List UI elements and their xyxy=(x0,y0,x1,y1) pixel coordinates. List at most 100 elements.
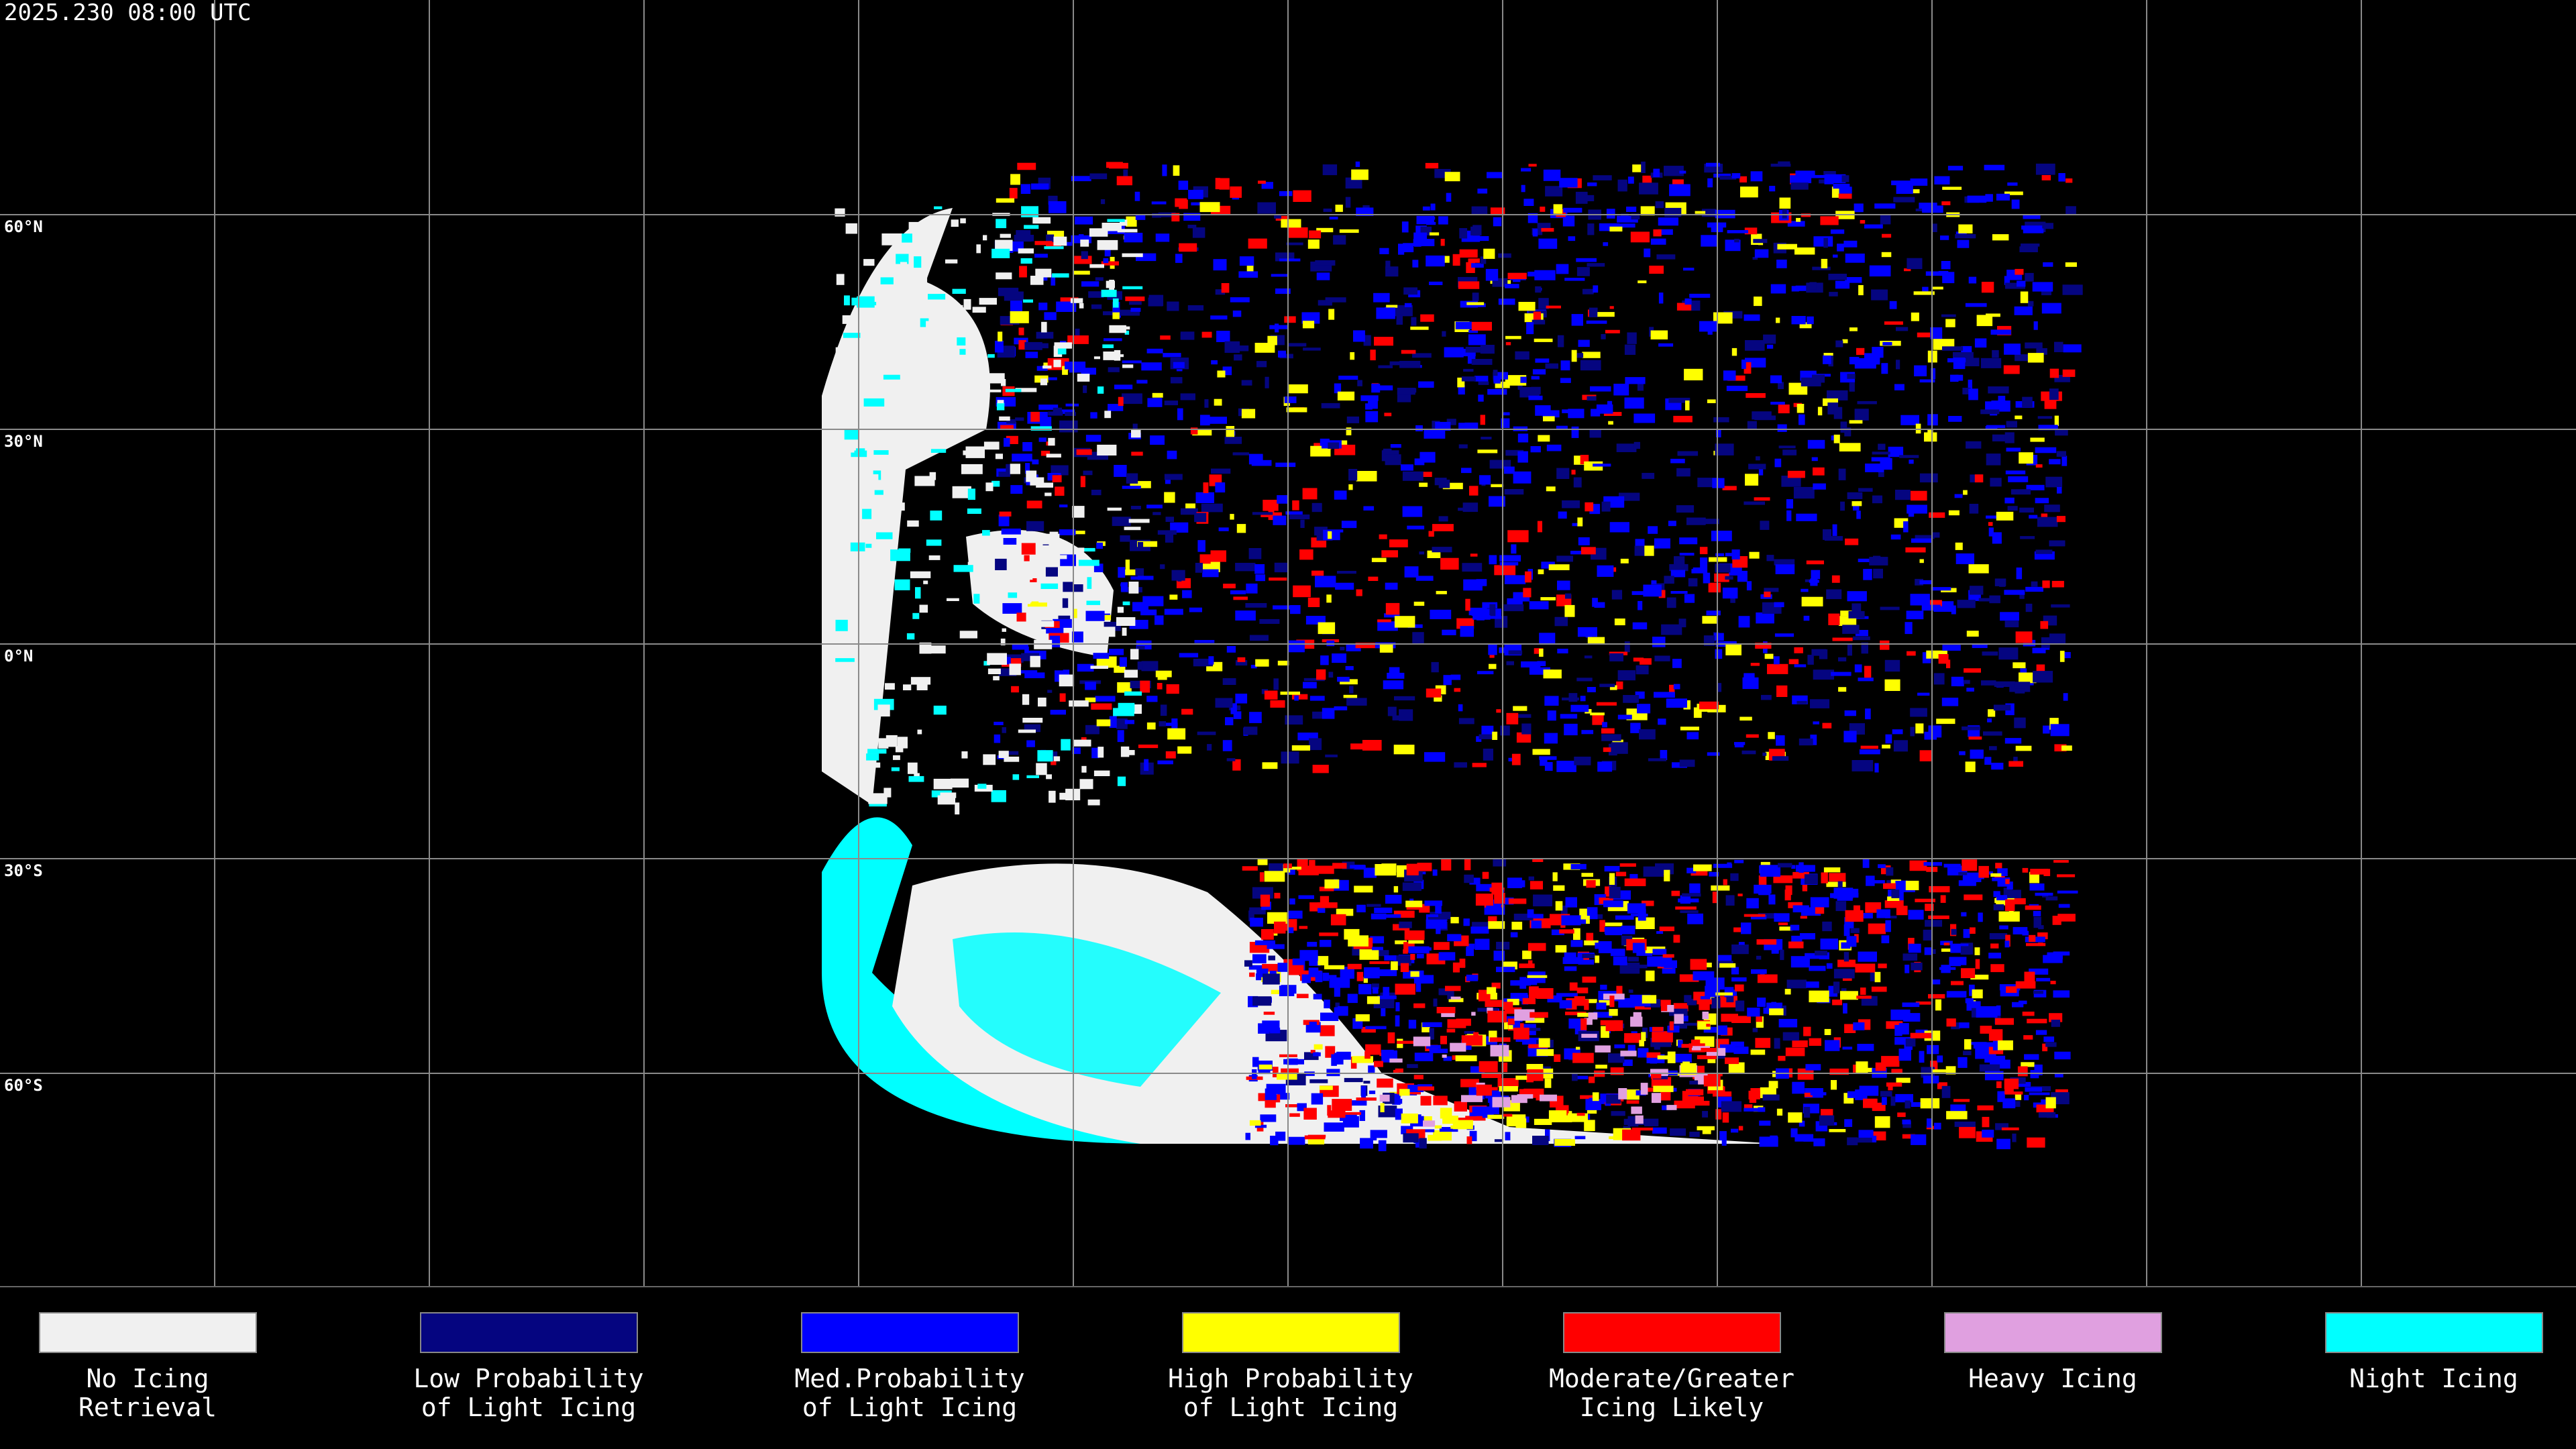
icing-pixel xyxy=(1603,242,1609,246)
icing-pixel xyxy=(1989,746,1997,751)
icing-pixel xyxy=(1995,863,2002,869)
icing-pixel xyxy=(1582,976,1597,983)
icing-pixel xyxy=(1923,862,1942,866)
icing-pixel xyxy=(1599,1000,1615,1006)
icing-pixel xyxy=(1439,1127,1458,1132)
icing-pixel xyxy=(1180,508,1198,515)
icing-pixel xyxy=(1895,1093,1913,1103)
icing-pixel xyxy=(1514,1009,1535,1021)
icing-pixel xyxy=(1492,731,1498,740)
icing-pixel xyxy=(1792,1040,1808,1048)
icing-pixel xyxy=(1905,547,1926,553)
icing-pixel xyxy=(1631,591,1653,595)
icing-pixel xyxy=(1769,186,1776,192)
icing-pixel xyxy=(1966,688,1974,692)
icing-pixel xyxy=(1677,451,1699,456)
icing-pixel xyxy=(1842,339,1848,343)
icing-pixel xyxy=(993,676,1000,681)
icing-pixel xyxy=(1279,258,1301,262)
icing-pixel xyxy=(1222,740,1232,751)
icing-pixel xyxy=(1942,272,1955,284)
icing-pixel xyxy=(1656,254,1676,260)
icing-pixel xyxy=(1424,429,1446,439)
icing-pixel xyxy=(1668,521,1676,527)
icing-pixel xyxy=(1824,536,1843,541)
icing-pixel xyxy=(1847,1091,1861,1098)
icing-pixel xyxy=(2022,930,2029,936)
icing-pixel xyxy=(2063,652,2071,659)
icing-pixel xyxy=(1791,865,1796,869)
icing-pixel xyxy=(1494,565,1516,576)
icing-pixel xyxy=(1408,940,1424,944)
icing-pixel xyxy=(1324,1122,1344,1132)
icing-pixel xyxy=(1086,600,1100,605)
icing-pixel xyxy=(1109,716,1117,728)
icing-pixel xyxy=(1995,1018,2014,1025)
icing-pixel xyxy=(1481,725,1494,735)
icing-pixel xyxy=(1681,1044,1693,1048)
icing-pixel xyxy=(2004,191,2023,195)
icing-pixel xyxy=(2015,354,2035,362)
icing-pixel xyxy=(1163,353,1181,358)
night-icing-area xyxy=(822,817,1140,1144)
icing-pixel xyxy=(1285,715,1303,725)
icing-pixel xyxy=(1580,360,1601,371)
icing-pixel xyxy=(1511,544,1517,554)
icing-pixel xyxy=(1380,1103,1385,1112)
icing-pixel xyxy=(1130,576,1144,580)
icing-pixel xyxy=(1754,884,1772,894)
icing-pixel xyxy=(2043,1036,2055,1042)
icing-pixel xyxy=(1274,921,1286,934)
icing-pixel xyxy=(1758,875,1767,886)
icing-pixel xyxy=(1873,568,1883,579)
icing-pixel xyxy=(1855,963,1876,973)
icing-pixel xyxy=(1337,391,1355,400)
icing-pixel xyxy=(1356,207,1374,216)
legend-label: Night Icing xyxy=(2349,1364,2518,1393)
icing-pixel xyxy=(1083,385,1087,393)
icing-pixel xyxy=(1109,649,1124,655)
icing-pixel xyxy=(1385,582,1398,590)
icing-pixel xyxy=(1252,996,1272,1006)
icing-pixel xyxy=(1199,554,1211,564)
icing-pixel xyxy=(1420,1095,1432,1106)
icing-pixel xyxy=(1284,396,1297,403)
legend-label: of Light Icing xyxy=(421,1393,636,1422)
icing-pixel xyxy=(1678,619,1686,628)
icing-pixel xyxy=(1886,867,1894,876)
icing-pixel xyxy=(1104,338,1122,341)
icing-pixel xyxy=(1881,935,1890,944)
icing-pixel xyxy=(1646,1052,1661,1058)
icing-pixel xyxy=(1499,1086,1518,1092)
icing-pixel xyxy=(1466,1136,1472,1144)
icing-pixel xyxy=(1170,377,1183,384)
icing-pixel xyxy=(1840,991,1858,1000)
icing-pixel xyxy=(1915,208,1925,211)
icing-pixel xyxy=(1988,386,2009,394)
icing-pixel xyxy=(1946,1018,1956,1027)
icing-pixel xyxy=(1822,722,1832,729)
icing-pixel xyxy=(1089,173,1108,180)
icing-pixel xyxy=(1370,936,1385,944)
icing-pixel xyxy=(1887,896,1900,901)
icing-pixel xyxy=(1299,950,1318,961)
icing-pixel xyxy=(1235,660,1248,666)
icing-pixel xyxy=(1603,412,1622,416)
icing-pixel xyxy=(1432,524,1454,531)
icing-pixel xyxy=(1757,974,1778,983)
icing-pixel xyxy=(1085,610,1105,621)
icing-pixel xyxy=(1317,902,1338,908)
icing-pixel xyxy=(1040,583,1059,589)
icing-pixel xyxy=(1407,1085,1424,1092)
icing-pixel xyxy=(2044,504,2060,513)
icing-pixel xyxy=(1226,426,1235,437)
icing-pixel xyxy=(1362,740,1382,751)
icing-pixel xyxy=(1469,1130,1477,1142)
icing-pixel xyxy=(1910,1032,1932,1038)
icing-pixel xyxy=(1793,486,1815,499)
icing-pixel xyxy=(1651,1073,1662,1079)
icing-pixel xyxy=(1996,895,2008,901)
icing-pixel xyxy=(1528,876,1534,881)
icing-pixel xyxy=(1523,588,1532,598)
icing-pixel xyxy=(1829,1068,1849,1075)
